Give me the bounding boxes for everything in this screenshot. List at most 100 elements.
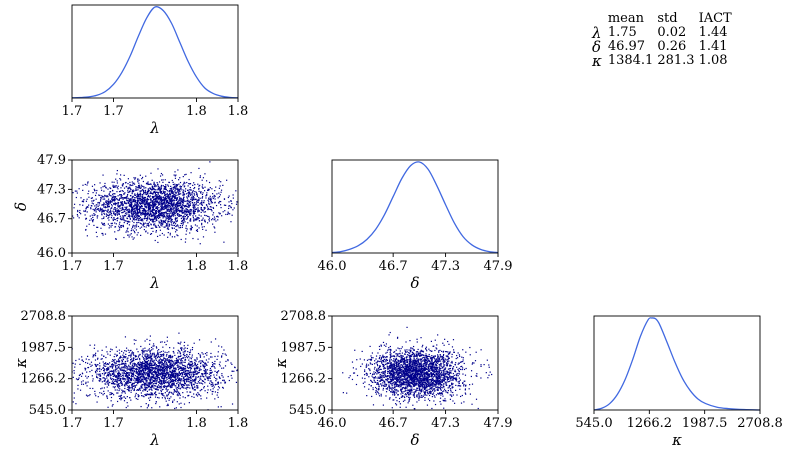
scatter-point (200, 375, 202, 378)
scatter-point (139, 377, 141, 379)
scatter-point (135, 216, 137, 219)
scatter-point (166, 371, 168, 373)
scatter-point (134, 204, 137, 206)
scatter-point (148, 397, 150, 399)
scatter-point (145, 380, 147, 382)
scatter-point (207, 208, 209, 211)
scatter-point (92, 208, 94, 211)
scatter-point (185, 188, 187, 190)
scatter-point (159, 212, 161, 215)
scatter-point (144, 202, 146, 204)
scatter-point (120, 174, 122, 176)
scatter-point (79, 373, 81, 376)
scatter-point (124, 182, 127, 184)
scatter-point (132, 352, 135, 354)
scatter-point (129, 221, 131, 223)
scatter-point (159, 354, 162, 356)
scatter-point (147, 211, 149, 213)
scatter-point (129, 211, 131, 214)
scatter-point (130, 379, 132, 381)
scatter-point (143, 378, 145, 381)
scatter-point (91, 202, 93, 204)
scatter-point (149, 356, 151, 358)
scatter-point (136, 358, 139, 360)
scatter-point (124, 192, 126, 194)
scatter-point (120, 217, 122, 219)
scatter-point (164, 396, 166, 398)
scatter-point (187, 376, 189, 378)
scatter-point (131, 196, 134, 198)
scatter-point (189, 220, 191, 222)
scatter-point (167, 224, 169, 226)
scatter-point (191, 360, 193, 363)
scatter-point (122, 217, 124, 219)
scatter-point (141, 352, 143, 354)
scatter-point (190, 225, 192, 227)
scatter-point (127, 371, 129, 374)
scatter-point (160, 369, 162, 371)
scatter-point (124, 363, 126, 365)
scatter-point (132, 238, 134, 240)
scatter-point (173, 371, 176, 373)
scatter-point (161, 215, 163, 217)
scatter-point (159, 382, 161, 384)
scatter-point (168, 359, 170, 362)
scatter-point (192, 195, 195, 198)
scatter-point (108, 203, 110, 205)
scatter-point (178, 188, 180, 190)
scatter-point (103, 222, 105, 225)
scatter-point (89, 387, 91, 389)
scatter-point (163, 377, 165, 379)
scatter-point (106, 397, 109, 399)
scatter-point (151, 376, 153, 378)
scatter-point (188, 359, 190, 361)
scatter-point (112, 190, 114, 192)
scatter-point (230, 362, 232, 364)
scatter-point (98, 204, 100, 206)
scatter-point (112, 184, 114, 186)
scatter-point (158, 356, 160, 358)
scatter-point (147, 349, 149, 351)
scatter-point (134, 178, 136, 180)
scatter-point (96, 364, 98, 366)
scatter-point (178, 374, 180, 376)
scatter-point (108, 381, 110, 383)
scatter-point (163, 201, 165, 204)
scatter-point (150, 363, 153, 365)
scatter-point (154, 378, 156, 380)
scatter-point (177, 342, 179, 344)
scatter-point (119, 194, 121, 196)
scatter-point (172, 195, 175, 198)
scatter-point (131, 184, 133, 187)
scatter-point (162, 394, 164, 396)
scatter-point (216, 215, 218, 217)
scatter-point (105, 213, 108, 215)
scatter-point (135, 381, 137, 383)
scatter-point (160, 383, 162, 385)
scatter-point (125, 366, 127, 368)
scatter-point (104, 194, 106, 197)
scatter-point (133, 368, 135, 370)
scatter-point (195, 378, 197, 380)
scatter-point (181, 369, 183, 371)
scatter-point (110, 201, 112, 203)
scatter-point (180, 217, 183, 220)
scatter-point (167, 384, 170, 386)
scatter-point (201, 200, 203, 202)
scatter-point (161, 199, 164, 201)
scatter-point (197, 208, 199, 210)
scatter-point (92, 356, 94, 358)
scatter-point (182, 396, 184, 398)
scatter-point (181, 189, 183, 191)
scatter-point (147, 181, 149, 183)
scatter-point (149, 388, 151, 390)
scatter-point (153, 199, 155, 201)
scatter-point (142, 350, 144, 353)
scatter-point (210, 206, 212, 208)
scatter-point (169, 368, 171, 370)
scatter-point (191, 364, 193, 366)
scatter-point (205, 373, 207, 375)
scatter-point (150, 204, 152, 206)
scatter-point (96, 235, 98, 238)
scatter-point (163, 197, 166, 199)
